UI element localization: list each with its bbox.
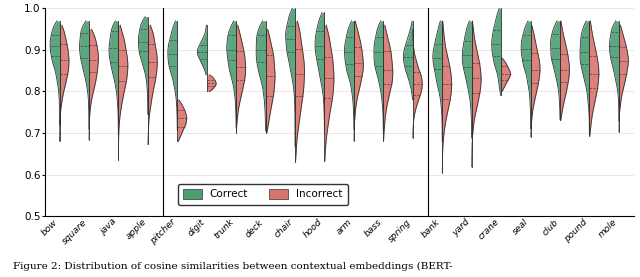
Legend: Correct, Incorrect: Correct, Incorrect	[177, 184, 348, 205]
Text: Figure 2: Distribution of cosine similarities between contextual embeddings (BER: Figure 2: Distribution of cosine similar…	[13, 262, 452, 271]
